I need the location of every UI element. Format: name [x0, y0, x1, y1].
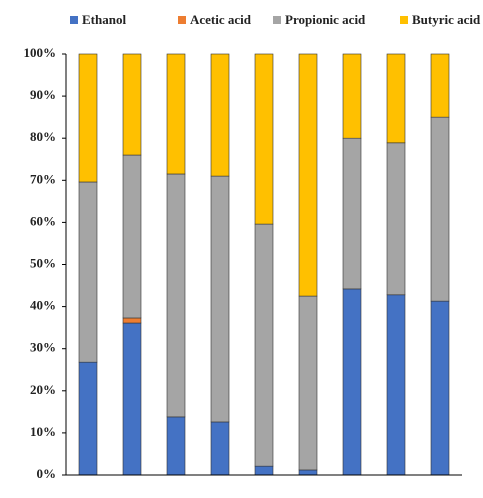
y-tick-label: 60% — [30, 213, 56, 228]
y-tick-label: 20% — [30, 382, 56, 397]
legend-label: Ethanol — [82, 12, 126, 27]
bar-segment — [430, 53, 450, 118]
bar-segment — [342, 137, 362, 290]
legend-label: Butyric acid — [412, 12, 481, 27]
bar-segment — [122, 317, 142, 324]
bar-segment — [298, 295, 318, 471]
bar-segment — [122, 154, 142, 319]
bar-segment — [386, 294, 406, 476]
legend-marker — [178, 16, 186, 24]
legend-label: Acetic acid — [190, 12, 252, 27]
y-tick-label: 70% — [30, 171, 56, 186]
legend-marker — [273, 16, 281, 24]
bar-segment — [430, 300, 450, 476]
y-tick-label: 50% — [30, 255, 56, 270]
bar-segment — [122, 53, 142, 156]
y-tick-label: 40% — [30, 298, 56, 313]
bar-segment — [386, 53, 406, 144]
bar-segment — [210, 175, 230, 423]
bar-segment — [78, 361, 98, 476]
y-tick-label: 80% — [30, 129, 56, 144]
bar-segment — [298, 469, 318, 476]
bar-segment — [254, 465, 274, 476]
bar-segment — [342, 53, 362, 139]
bar-segment — [254, 223, 274, 467]
bar-segment — [166, 53, 186, 175]
legend-marker — [70, 16, 78, 24]
y-tick-label: 30% — [30, 340, 56, 355]
y-tick-label: 90% — [30, 87, 56, 102]
bar-segment — [122, 322, 142, 476]
bar-segment — [166, 416, 186, 476]
legend-marker — [400, 16, 408, 24]
bar-segment — [210, 53, 230, 177]
legend-label: Propionic acid — [285, 12, 366, 27]
y-tick-label: 100% — [24, 45, 57, 60]
y-tick-label: 10% — [30, 424, 56, 439]
bar-segment — [78, 53, 98, 183]
bar-segment — [210, 421, 230, 476]
bar-segment — [342, 288, 362, 476]
bar-segment — [254, 53, 274, 225]
bar-segment — [166, 173, 186, 418]
bar-segment — [298, 53, 318, 297]
bar-segment — [78, 181, 98, 363]
bar-segment — [430, 116, 450, 302]
bar-segment — [386, 142, 406, 296]
y-tick-label: 0% — [37, 466, 57, 481]
